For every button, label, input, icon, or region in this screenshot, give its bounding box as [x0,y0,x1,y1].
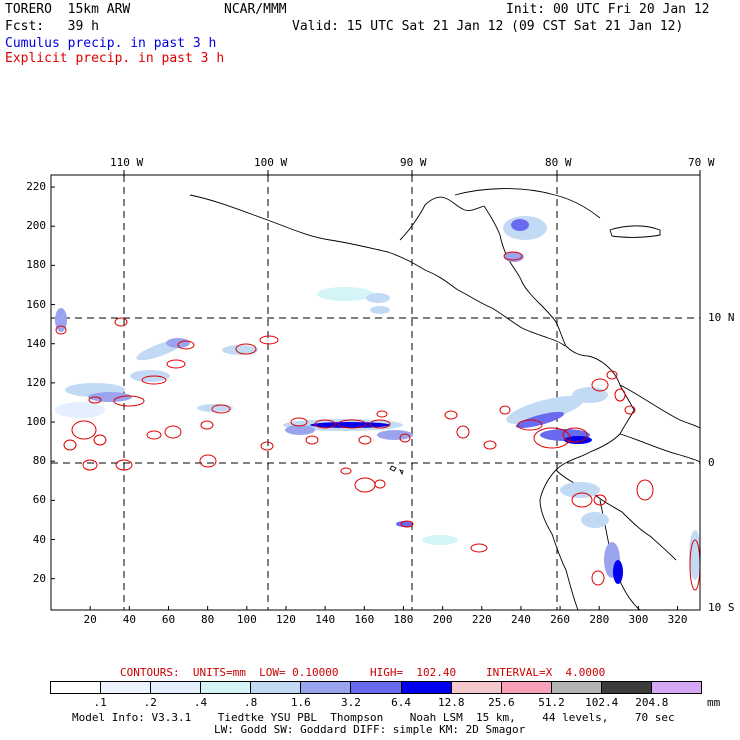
colorbar-label: .8 [243,696,258,709]
colorbar-swatch [501,682,552,693]
central-america-land [483,205,567,347]
colorbar-swatch [51,682,102,693]
lat-label: 10 S [708,601,735,614]
explicit-precip-contours [55,251,701,591]
mexico-coast [189,194,566,347]
colombia-border [619,384,701,429]
model-info: Model Info: V3.3.1 Tiedtke YSU PBL Thomp… [72,711,675,724]
forecast-hour: Fcst: 39 h [5,19,99,34]
x-tick-label: 40 [122,613,136,626]
colorbar-swatch [251,682,302,693]
map-frame [50,174,701,611]
lon-tick-marks [123,170,701,175]
lon-label: 80 W [545,156,572,169]
south-america-interior [619,433,701,463]
colorbar-swatch [101,682,152,693]
yucatan-coast [399,196,485,241]
colorbar-swatch [151,682,202,693]
y-tick-label: 20 [32,571,47,585]
explicit-legend-label: Explicit precip. in past 3 h [5,51,225,66]
x-tick-label: 220 [471,613,492,626]
colorbar-label: 12.8 [437,696,465,709]
colorbar-label: .1 [93,696,107,709]
y-tick-label: 120 [26,375,47,389]
colorbar-label: 51.2 [538,696,565,709]
colorbar-label: 3.2 [340,696,361,709]
colorbar-swatch [401,682,452,693]
lon-label: 100 W [254,156,288,169]
x-tick-label: 260 [550,613,571,626]
y-tick-label: 100 [26,415,47,429]
south-america-coast [539,345,635,611]
lat-label: 0 [708,456,715,469]
y-tick-label: 40 [32,532,47,546]
colorbar-label: 25.6 [488,696,515,709]
y-tick-label: 60 [32,493,47,507]
colorbar-swatch [551,682,602,693]
cumulus-legend-label: Cumulus precip. in past 3 h [5,36,217,51]
colorbar-label: .2 [143,696,157,709]
model-physics: LW: Godd SW: Goddard DIFF: simple KM: 2D… [214,723,526,736]
contour-high: HIGH= 102.40 [370,666,457,679]
colorbar-label: 1.6 [290,696,311,709]
y-tick-label: 200 [26,219,47,233]
x-tick-label: 140 [315,613,336,626]
init-time: Init: 00 UTC Fri 20 Jan 12 [506,2,710,17]
valid-time: Valid: 15 UTC Sat 21 Jan 12 (09 CST Sat … [292,19,684,34]
axis-ticks [51,186,679,610]
x-tick-label: 180 [393,613,414,626]
lon-label: 110 W [110,156,144,169]
x-tick-label: 100 [236,613,257,626]
contour-units: CONTOURS: UNITS=mm LOW= 0.10000 [120,666,339,679]
y-tick-label: 160 [26,297,47,311]
y-tick-label: 140 [26,336,47,350]
x-tick-label: 160 [354,613,375,626]
galapagos [389,465,404,476]
colorbar-unit: mm [707,696,721,709]
colorbar-swatch [301,682,352,693]
colorbar-swatch [201,682,252,693]
lon-label: 90 W [400,156,427,169]
organization: NCAR/MMM [224,2,287,17]
x-tick-label: 60 [161,613,176,626]
graticule [51,175,700,610]
x-tick-label: 240 [511,613,531,626]
colorbar-swatch [601,682,652,693]
colorbar-swatch [451,682,502,693]
y-tick-label: 220 [26,180,47,194]
x-tick-label: 300 [628,613,649,626]
lat-label: 10 N [708,311,735,324]
x-tick-label: 20 [83,613,97,626]
x-tick-label: 120 [276,613,296,626]
colorbar-label: 6.4 [391,696,411,709]
y-tick-label: 80 [32,454,47,468]
precip-colorbar [50,681,702,694]
x-tick-label: 280 [589,613,610,626]
x-tick-label: 320 [667,613,688,626]
cuba [454,188,601,219]
colorbar-swatch [351,682,402,693]
colorbar-label: .4 [193,696,208,709]
contour-interval: INTERVAL=X 4.0000 [486,666,606,679]
lon-label: 70 W [688,156,715,169]
x-tick-label: 80 [201,613,215,626]
hispaniola [609,225,661,238]
colorbar-label: 204.8 [635,696,669,709]
colorbar-label: 102.4 [585,696,619,709]
cumulus-precip-shading [55,216,701,584]
colorbar-swatch [651,682,702,693]
x-tick-label: 200 [432,613,453,626]
y-tick-label: 180 [26,258,47,272]
model-name: TORERO 15km ARW [5,2,131,17]
